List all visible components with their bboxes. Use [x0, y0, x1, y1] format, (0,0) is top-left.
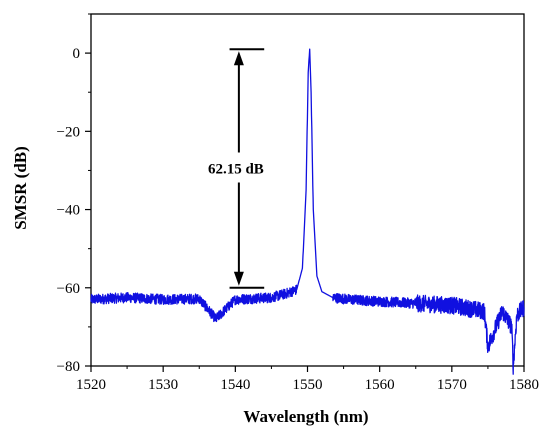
x-tick-label: 1560: [365, 377, 395, 393]
x-tick-label: 1570: [437, 377, 467, 393]
x-tick-label: 1520: [76, 377, 106, 393]
annotation-label: 62.15 dB: [208, 161, 264, 177]
series-line: [90, 48, 525, 375]
axis-ticks: 1520 1530 1540 1550 1560 1570 1580 0 −20 −40 −60 −8…: [57, 13, 539, 393]
x-tick-label: 1530: [148, 377, 178, 393]
arrowhead-down-icon: [233, 271, 244, 286]
x-axis-title: Wavelength (nm): [243, 407, 368, 426]
arrowhead-up-icon: [233, 51, 244, 66]
y-tick-label: −40: [57, 203, 80, 219]
x-tick-label: 1580: [509, 377, 539, 393]
y-tick-label: −80: [57, 359, 80, 375]
x-tick-label: 1540: [220, 377, 250, 393]
y-tick-label: −60: [57, 281, 80, 297]
y-tick-label: 0: [73, 46, 81, 62]
y-axis-title: SMSR (dB): [11, 146, 30, 230]
x-tick-label: 1550: [293, 377, 323, 393]
annotation-layer: 62.15 dB: [208, 48, 265, 289]
series-layer: [90, 48, 525, 375]
y-tick-label: −20: [57, 124, 80, 140]
